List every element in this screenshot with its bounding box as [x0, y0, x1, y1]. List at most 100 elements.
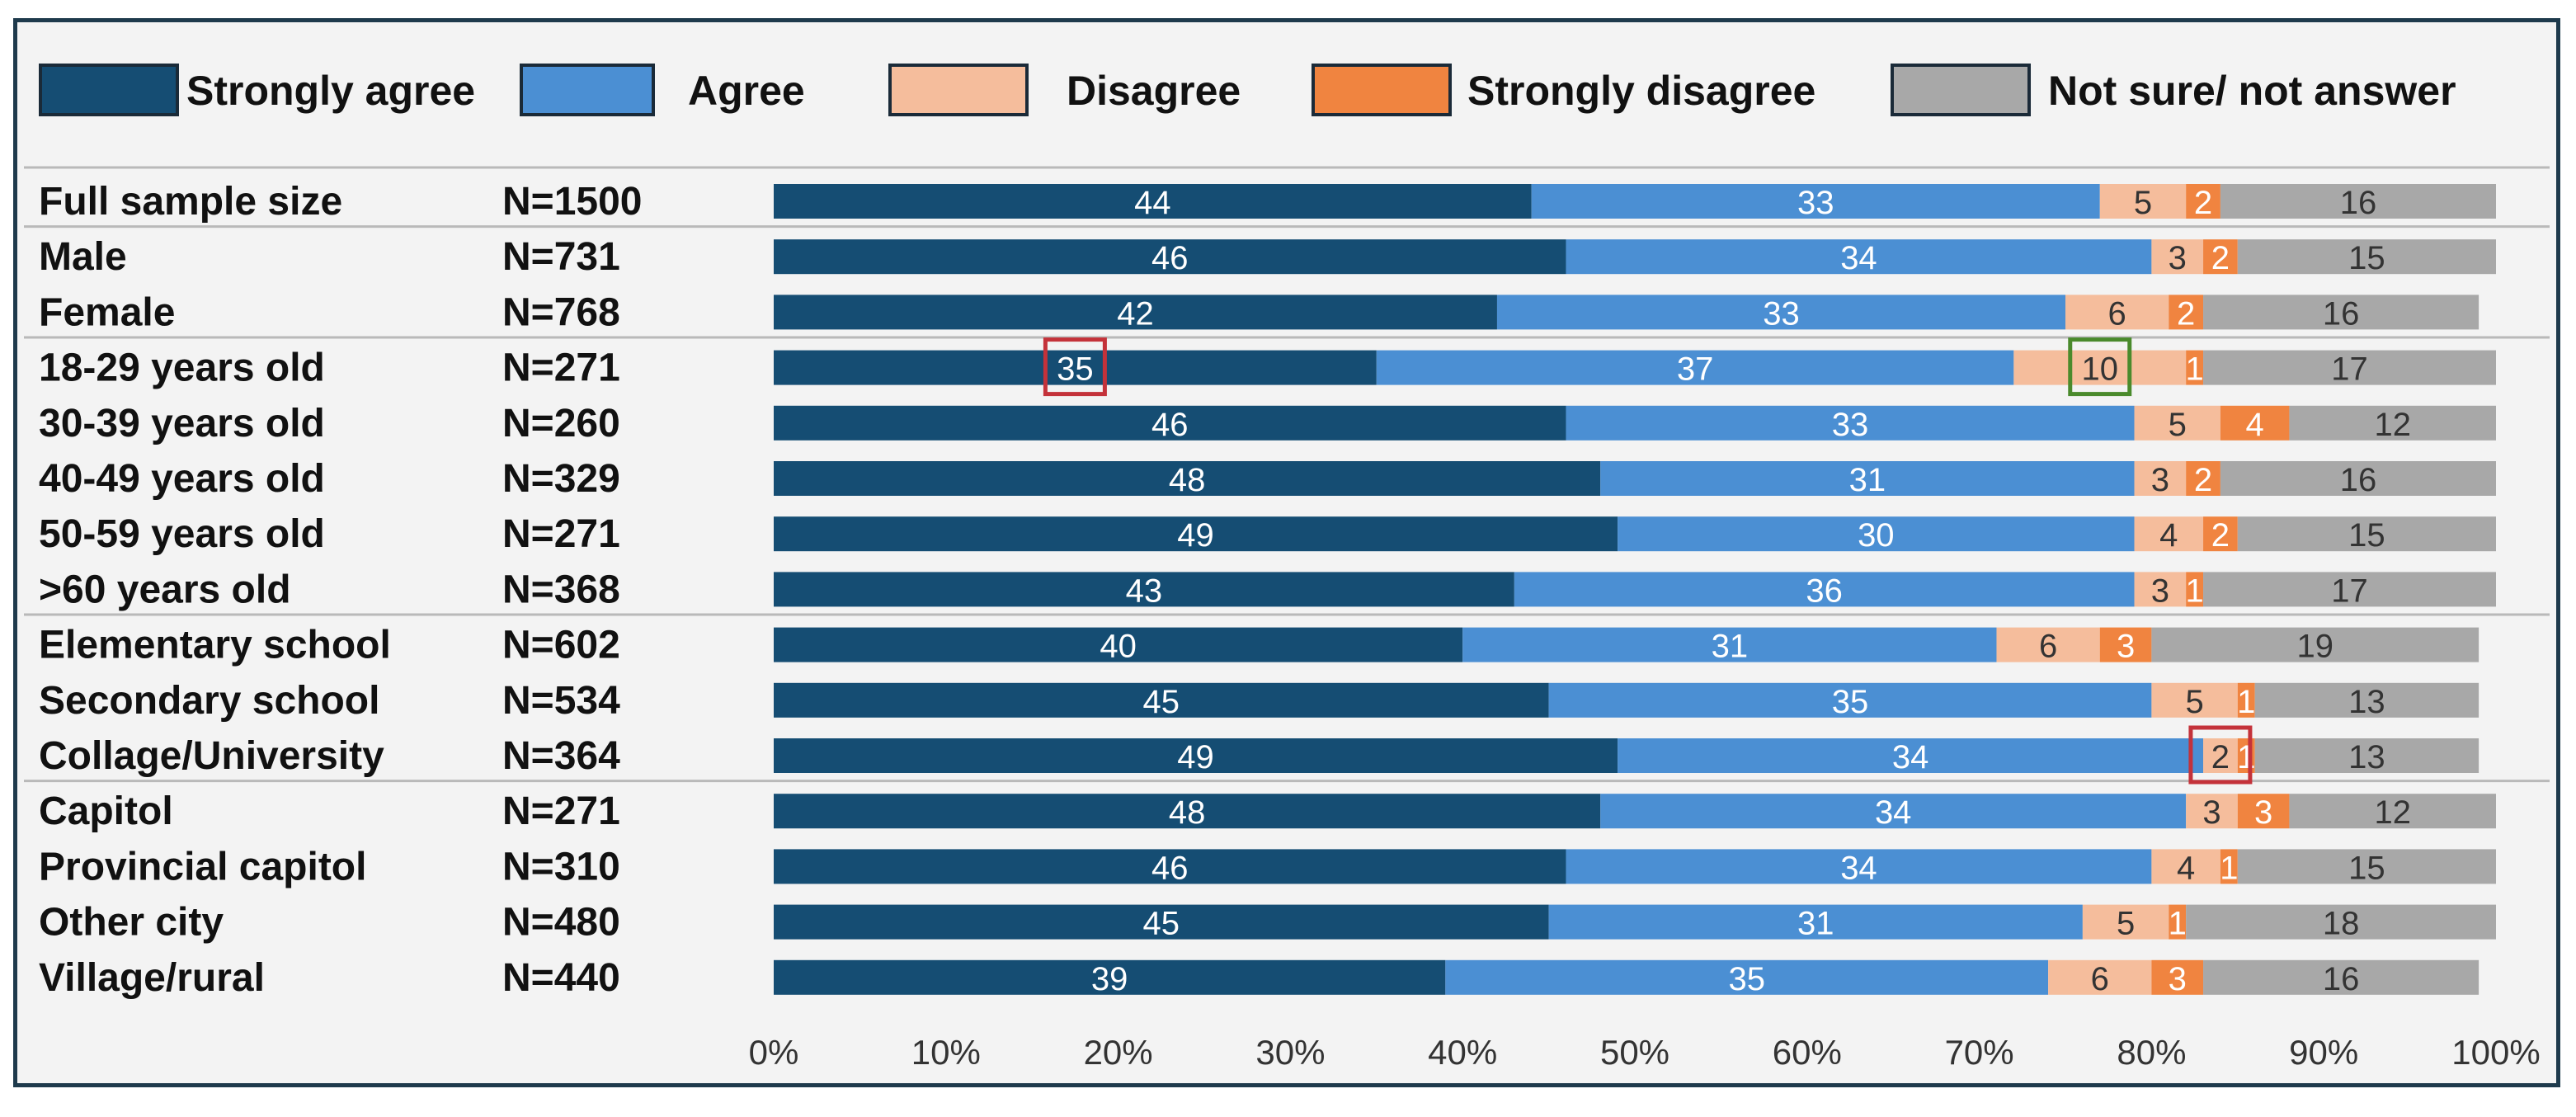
bar-value-label: 4	[2246, 407, 2264, 443]
row-sample-size: N=260	[502, 402, 620, 445]
bar-value-label: 2	[2177, 295, 2195, 332]
x-tick-label: 90%	[2289, 1033, 2358, 1072]
x-tick-label: 20%	[1084, 1033, 1153, 1072]
bar-value-label: 46	[1151, 240, 1189, 276]
bar-value-label: 6	[2039, 629, 2057, 665]
bar-value-label: 13	[2348, 739, 2385, 775]
bar-segment-agree	[1462, 627, 1997, 662]
bar-value-label: 2	[2211, 739, 2230, 775]
row-label: 40-49 years old	[39, 457, 325, 501]
bar-segment-disagree	[2134, 516, 2204, 552]
legend: Strongly agree Agree Disagree Strongly disa…	[39, 64, 2456, 116]
bar-segment-strongly-agree	[774, 184, 1532, 219]
bar-value-label: 48	[1169, 462, 1206, 498]
bar-segment-disagree	[2151, 682, 2238, 718]
bar-value-label: 46	[1151, 850, 1189, 886]
row-sample-size: N=310	[502, 845, 620, 888]
bar-segment-agree	[1531, 184, 2100, 219]
bar-value-label: 5	[2117, 906, 2135, 942]
bar-segment-agree	[1548, 682, 2152, 718]
bar-segment-strongly-disagree	[2186, 461, 2220, 496]
bar-value-label: 3	[2169, 240, 2187, 276]
bar-value-label: 35	[1832, 684, 1869, 720]
bar-value-label: 30	[1858, 517, 1895, 554]
bar-segment-strongly-agree	[774, 295, 1497, 330]
row-sample-size: N=534	[502, 679, 620, 723]
legend-swatch-not-sure-not-answer	[1891, 64, 2031, 116]
bar-segment-agree	[1376, 350, 2014, 385]
bar-value-label: 34	[1840, 850, 1877, 886]
bar-value-label: 6	[2108, 295, 2126, 332]
row-label: Female	[39, 290, 175, 334]
bar-value-label: 6	[2091, 961, 2109, 997]
bar-segment-strongly-disagree	[2151, 959, 2204, 995]
bar-value-label: 48	[1169, 794, 1206, 831]
row-label: 50-59 years old	[39, 512, 325, 556]
bar-segment-not-sure-not-answer	[2254, 738, 2479, 773]
bar-value-label: 16	[2323, 295, 2360, 332]
row-label: Capitol	[39, 789, 173, 833]
bar-value-label: 3	[2254, 794, 2272, 831]
row-sample-size: N=271	[502, 346, 620, 390]
row-sample-size: N=602	[502, 624, 620, 667]
row-sample-size: N=368	[502, 568, 620, 611]
bar-value-label: 34	[1875, 794, 1912, 831]
highlight-box	[2068, 337, 2132, 397]
row-label: Elementary school	[39, 624, 391, 667]
bar-value-label: 1	[2169, 906, 2187, 942]
bar-segment-agree	[1496, 295, 2065, 330]
bar-value-label: 49	[1177, 517, 1214, 554]
bar-segment-strongly-disagree	[2203, 516, 2238, 552]
bar-value-label: 15	[2348, 240, 2385, 276]
bar-value-label: 31	[1849, 462, 1886, 498]
row-label: Other city	[39, 901, 224, 945]
bar-segment-not-sure-not-answer	[2203, 295, 2479, 330]
row-label: Collage/University	[39, 734, 384, 778]
x-tick-label: 100%	[2451, 1033, 2540, 1072]
x-tick-label: 60%	[1773, 1033, 1842, 1072]
bar-value-label: 2	[2211, 240, 2230, 276]
bar-value-label: 45	[1143, 684, 1180, 720]
bar-value-label: 42	[1117, 295, 1154, 332]
bar-segment-not-sure-not-answer	[2237, 849, 2496, 884]
x-axis-ticks: 0% 10% 20% 30% 40% 50% 60% 70% 80% 90% 100%	[749, 1033, 2541, 1072]
bar-segment-disagree	[2151, 849, 2220, 884]
x-tick-label: 50%	[1600, 1033, 1669, 1072]
bar-value-label: 2	[2194, 185, 2212, 221]
x-tick-label: 10%	[911, 1033, 981, 1072]
bar-segment-disagree	[2013, 350, 2187, 385]
bar-segment-not-sure-not-answer	[2203, 350, 2496, 385]
bar-value-label: 33	[1797, 185, 1834, 221]
row-label: Full sample size	[39, 180, 342, 224]
stacked-bar-chart: Strongly agree Agree Disagree Strongly disa…	[24, 64, 2550, 1072]
x-tick-label: 80%	[2117, 1033, 2186, 1072]
row-label: Village/rural	[39, 956, 265, 1000]
bar-value-label: 16	[2340, 462, 2377, 498]
bar-segment-agree	[1566, 239, 2152, 275]
bar-segment-disagree	[2134, 461, 2187, 496]
bar-segment-not-sure-not-answer	[2237, 516, 2496, 552]
bar-segment-agree	[1566, 405, 2135, 441]
highlight-box	[1043, 337, 1107, 397]
bar-segment-strongly-disagree	[2169, 904, 2187, 940]
row-sample-size: N=440	[502, 956, 620, 1000]
bar-segment-disagree	[2048, 959, 2152, 995]
legend-label-agree: Agree	[688, 68, 805, 114]
bar-value-label: 33	[1832, 407, 1869, 443]
bar-value-label: 2	[2194, 462, 2212, 498]
bar-segment-strongly-agree	[774, 350, 1377, 385]
chart-frame: Strongly agree Agree Disagree Strongly disa…	[13, 18, 2560, 1087]
bar-value-label: 16	[2340, 185, 2377, 221]
legend-label-disagree: Disagree	[1067, 68, 1241, 114]
bar-segment-disagree	[2134, 405, 2220, 441]
bar-segment-strongly-agree	[774, 461, 1601, 496]
row-label: 18-29 years old	[39, 346, 325, 390]
bar-value-label: 3	[2151, 462, 2169, 498]
bar-segment-strongly-agree	[774, 627, 1463, 662]
bar-value-label: 1	[2185, 351, 2203, 388]
bar-segment-strongly-agree	[774, 959, 1446, 995]
legend-label-strongly-agree: Strongly agree	[186, 68, 475, 114]
bar-segment-agree	[1566, 849, 2152, 884]
bar-value-label: 18	[2323, 906, 2360, 942]
